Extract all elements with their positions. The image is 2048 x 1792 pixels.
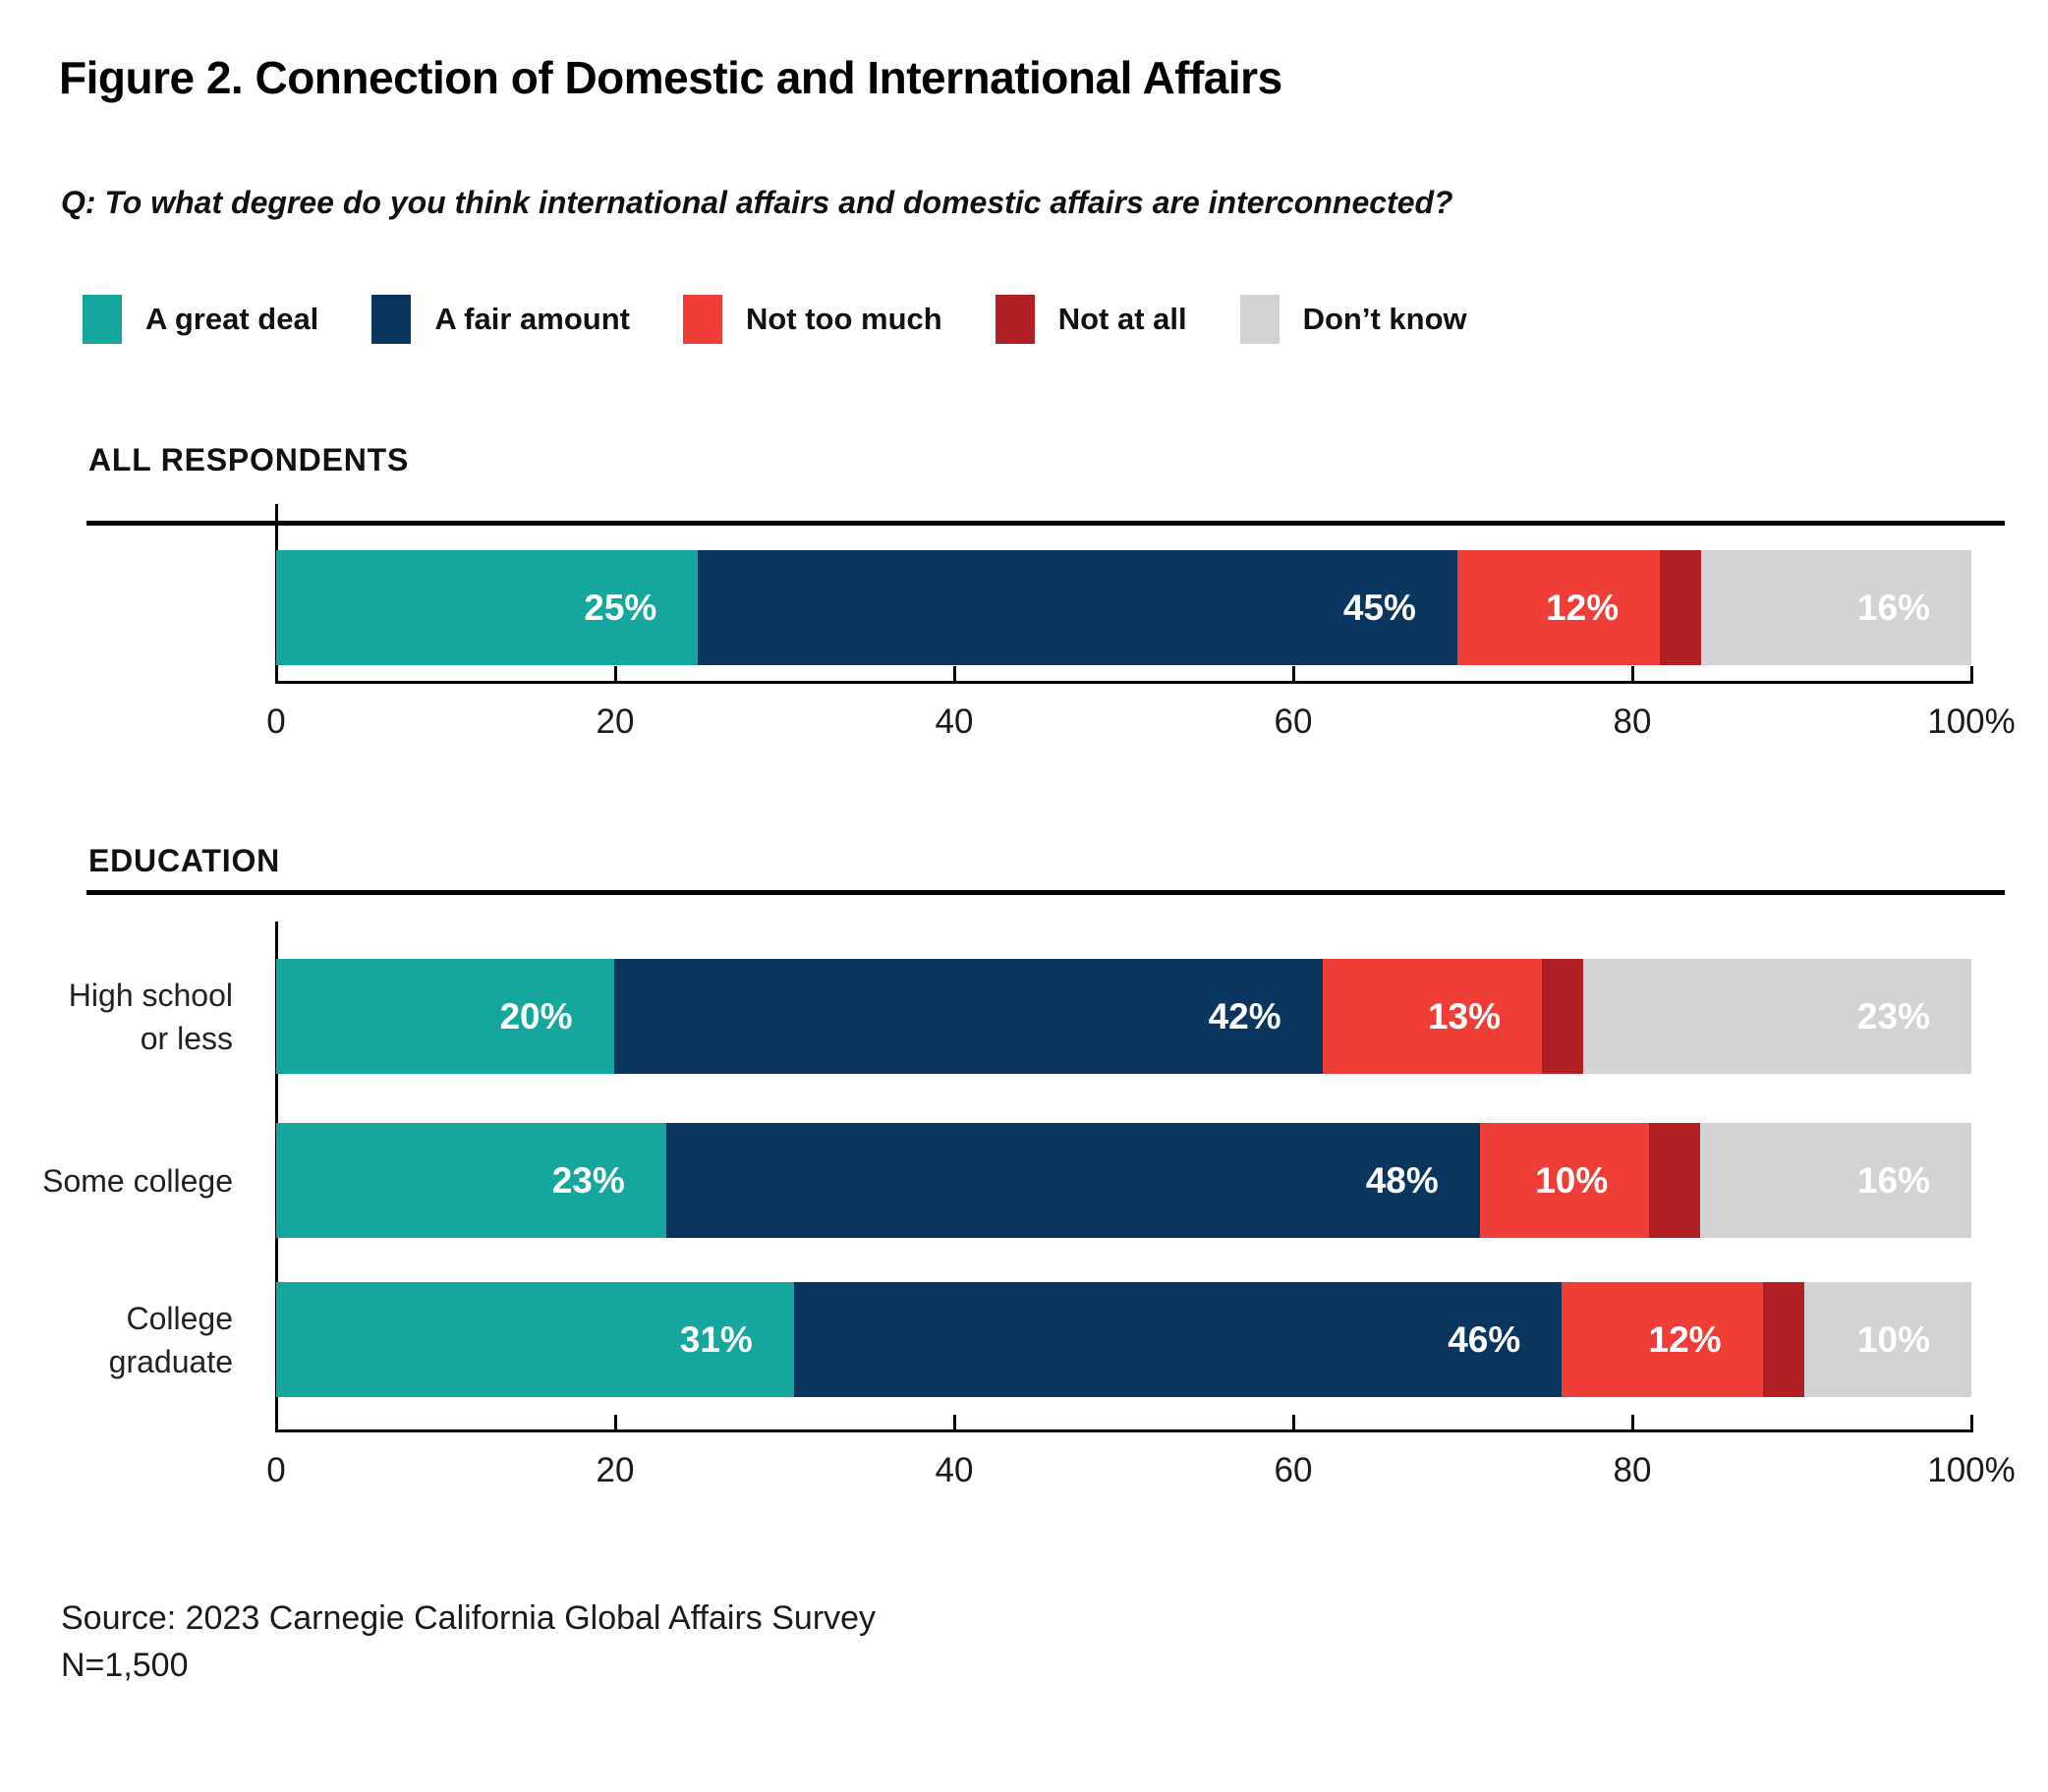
stacked-bar-row: 23% 48% 10% 16%	[276, 1123, 1971, 1238]
bar-value-label: 10%	[1535, 1159, 1609, 1201]
bar-segment	[1542, 959, 1583, 1074]
axis-tick	[1970, 666, 1973, 681]
bar-segment: 31%	[276, 1282, 794, 1397]
category-label: Some college	[0, 1159, 233, 1203]
axis-tick	[614, 1415, 617, 1429]
bar-value-label: 42%	[1208, 995, 1281, 1036]
legend-swatch	[371, 295, 412, 344]
section-heading-education: EDUCATION	[88, 843, 281, 878]
bar-value-label: 23%	[1856, 995, 1930, 1036]
sample-size-note: N=1,500	[61, 1647, 189, 1684]
axis-tick	[1631, 1415, 1634, 1429]
bar-value-label: 31%	[679, 1318, 753, 1360]
bar-segment: 16%	[1700, 1123, 1971, 1238]
category-label-line: High school	[68, 977, 233, 1013]
bar-value-label: 16%	[1856, 1159, 1930, 1201]
bar-segment: 12%	[1562, 1282, 1763, 1397]
bar-segment: 23%	[276, 1123, 666, 1238]
bar-segment: 10%	[1803, 1282, 1971, 1397]
bar-segment	[1762, 1282, 1804, 1397]
bar-value-label: 12%	[1546, 587, 1620, 628]
legend-item: Not too much	[682, 295, 942, 344]
axis-tick	[1292, 1415, 1295, 1429]
section-heading-all-respondents: ALL RESPONDENTS	[88, 442, 410, 477]
axis-tick	[1292, 666, 1295, 681]
legend: A great deal A fair amount Not too much Not…	[83, 295, 1467, 344]
axis-tick	[1631, 666, 1634, 681]
legend-item: A fair amount	[371, 295, 630, 344]
legend-label: Not at all	[1057, 302, 1187, 336]
bar-value-label: 23%	[551, 1159, 625, 1201]
legend-item: Not at all	[995, 295, 1187, 344]
category-label: College graduate	[0, 1297, 233, 1383]
axis-tick-label: 0	[266, 1451, 286, 1489]
bar-segment: 25%	[276, 550, 699, 665]
bar-value-label: 20%	[499, 995, 573, 1036]
source-note: Source: 2023 Carnegie California Global …	[61, 1599, 877, 1637]
bar-value-label: 16%	[1856, 587, 1930, 628]
axis-tick-label: 20	[596, 702, 635, 741]
axis-tick	[953, 666, 956, 681]
legend-swatch	[83, 295, 122, 344]
category-label-line: or less	[140, 1020, 233, 1056]
bar-value-label: 13%	[1427, 995, 1501, 1036]
bar-segment	[1649, 1123, 1700, 1238]
bar-segment: 42%	[613, 959, 1323, 1074]
legend-label: Don’t know	[1302, 302, 1467, 336]
stacked-bar-row: 20% 42% 13% 23%	[276, 959, 1971, 1074]
axis-tick-label: 60	[1274, 1451, 1313, 1489]
bar-segment: 45%	[698, 550, 1457, 665]
legend-swatch	[1239, 295, 1280, 344]
bar-value-label: 46%	[1448, 1318, 1521, 1360]
bar-segment: 12%	[1456, 550, 1661, 665]
axis-tick-label: 40	[935, 1451, 974, 1489]
section-divider	[86, 890, 2005, 895]
x-axis-line	[275, 681, 1973, 684]
axis-tick	[614, 666, 617, 681]
bar-value-label: 12%	[1648, 1318, 1722, 1360]
axis-tick-label: 100%	[1927, 702, 2016, 741]
bar-segment: 20%	[276, 959, 614, 1074]
legend-item: Don’t know	[1239, 295, 1467, 344]
category-label-line: graduate	[108, 1343, 233, 1379]
bar-value-label: 48%	[1365, 1159, 1439, 1201]
category-label: High school or less	[0, 974, 233, 1060]
legend-label: A fair amount	[434, 302, 630, 336]
x-axis-line	[275, 1429, 1973, 1432]
axis-tick-label: 20	[596, 1451, 635, 1489]
bar-segment: 23%	[1583, 959, 1971, 1074]
figure-title: Figure 2. Connection of Domestic and Int…	[59, 52, 1282, 103]
axis-tick-label: 100%	[1927, 1451, 2016, 1489]
legend-swatch	[995, 295, 1035, 344]
axis-tick-label: 60	[1274, 702, 1313, 741]
legend-item: A great deal	[83, 295, 318, 344]
axis-tick-label: 40	[935, 702, 974, 741]
bar-value-label: 10%	[1856, 1318, 1930, 1360]
axis-tick	[1970, 1415, 1973, 1429]
bar-segment: 46%	[793, 1282, 1563, 1397]
legend-label: Not too much	[745, 302, 942, 336]
bar-segment: 48%	[665, 1123, 1480, 1238]
survey-question: Q: To what degree do you think internati…	[61, 185, 1453, 220]
bar-segment: 13%	[1322, 959, 1542, 1074]
axis-tick-label: 80	[1613, 702, 1652, 741]
axis-tick-label: 80	[1613, 1451, 1652, 1489]
category-label-line: College	[126, 1300, 233, 1336]
category-label-line: Some college	[42, 1162, 233, 1199]
legend-swatch	[682, 295, 722, 344]
stacked-bar-row: 25% 45% 12% 16%	[276, 550, 1971, 665]
axis-tick	[953, 1415, 956, 1429]
stacked-bar-row: 31% 46% 12% 10%	[276, 1282, 1971, 1397]
bar-segment: 10%	[1479, 1123, 1650, 1238]
legend-label: A great deal	[145, 302, 319, 336]
section-divider	[86, 521, 2005, 526]
bar-segment: 16%	[1701, 550, 1971, 665]
bar-value-label: 25%	[584, 587, 657, 628]
bar-value-label: 45%	[1342, 587, 1416, 628]
bar-segment	[1660, 550, 1702, 665]
axis-tick-label: 0	[266, 702, 286, 741]
